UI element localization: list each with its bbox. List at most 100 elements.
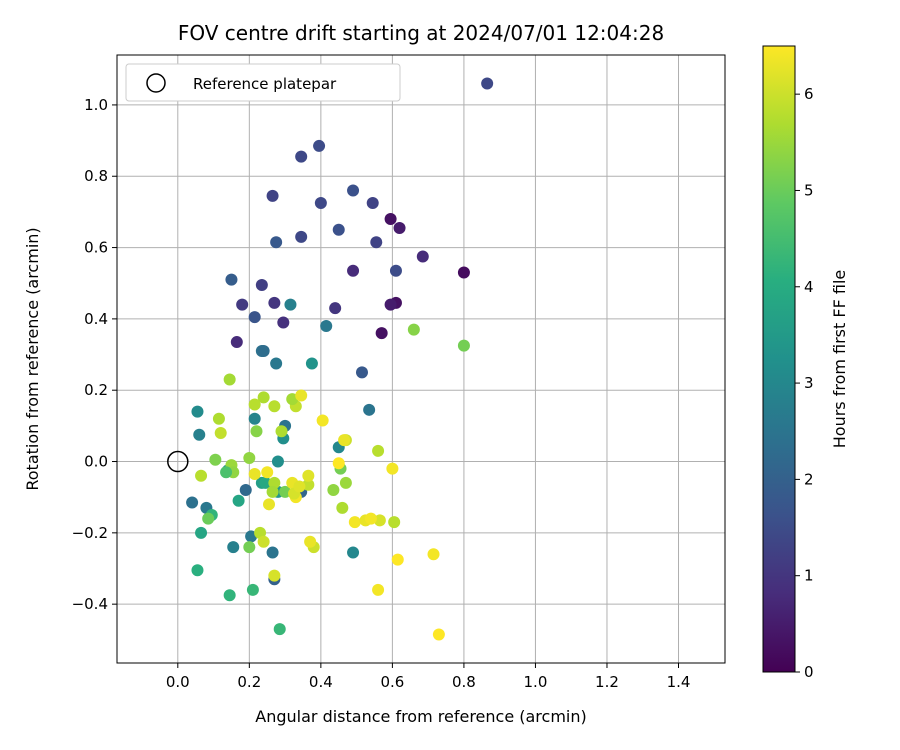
data-point xyxy=(457,266,470,279)
data-point xyxy=(304,535,317,548)
reference-platepar-marker xyxy=(167,450,189,473)
data-point xyxy=(236,298,249,311)
data-point xyxy=(339,476,352,489)
data-point xyxy=(268,569,281,582)
data-point xyxy=(257,344,270,357)
legend-label: Reference platepar xyxy=(193,75,337,93)
data-point xyxy=(373,514,386,527)
data-point xyxy=(364,512,377,525)
y-tick-label: 0.8 xyxy=(84,167,108,185)
x-tick-label: 0.2 xyxy=(237,673,261,691)
data-point xyxy=(481,77,494,90)
data-point xyxy=(372,583,385,596)
data-point xyxy=(388,516,401,529)
data-point xyxy=(348,516,361,529)
data-point xyxy=(191,564,204,577)
data-point xyxy=(384,213,397,226)
colorbar-tick-label: 3 xyxy=(804,374,814,392)
legend-box xyxy=(125,63,401,102)
data-point xyxy=(186,496,199,509)
data-point xyxy=(375,327,388,340)
colorbar-tick-label: 0 xyxy=(804,663,814,681)
data-point xyxy=(255,279,268,292)
data-point xyxy=(366,196,379,209)
data-point xyxy=(416,250,429,263)
data-point xyxy=(293,480,306,493)
data-point xyxy=(302,478,315,491)
data-point xyxy=(391,553,404,566)
data-point xyxy=(275,425,288,438)
colorbar xyxy=(762,45,796,673)
data-point xyxy=(327,484,340,497)
colorbar-tick-label: 5 xyxy=(804,181,814,199)
data-point xyxy=(268,400,281,413)
colorbar-label: Hours from first FF file xyxy=(830,270,849,449)
data-point xyxy=(246,583,259,596)
colorbar-ticks: 0 1 2 3 4 5 6 xyxy=(795,85,814,681)
data-point xyxy=(191,405,204,418)
data-point xyxy=(313,139,326,152)
data-point xyxy=(259,476,272,489)
data-point xyxy=(386,462,399,475)
y-tick-label: 0.0 xyxy=(84,453,108,471)
data-point xyxy=(248,468,261,481)
data-point xyxy=(248,412,261,425)
data-point xyxy=(230,336,243,349)
chart-title: FOV centre drift starting at 2024/07/01 … xyxy=(178,21,664,45)
data-point xyxy=(407,323,420,336)
data-point xyxy=(336,501,349,514)
data-point xyxy=(268,476,281,489)
data-point xyxy=(209,453,222,466)
data-point xyxy=(243,541,256,554)
data-point xyxy=(284,298,297,311)
data-point xyxy=(332,223,345,236)
data-point xyxy=(384,298,397,311)
x-tick-label: 0.8 xyxy=(452,673,476,691)
y-tick-label: 0.2 xyxy=(84,381,108,399)
y-tick-label: 0.4 xyxy=(84,310,108,328)
y-axis-ticks: −0.4 −0.2 0.0 0.2 0.4 0.6 0.8 1.0 xyxy=(72,96,117,613)
data-point xyxy=(225,273,238,286)
data-point xyxy=(432,628,445,641)
legend-marker xyxy=(146,73,166,93)
x-tick-label: 1.0 xyxy=(524,673,548,691)
data-point xyxy=(195,526,208,539)
data-point xyxy=(223,373,236,386)
x-axis-ticks: 0.0 0.2 0.4 0.6 0.8 1.0 1.2 1.4 xyxy=(166,663,691,691)
data-point xyxy=(295,389,308,402)
data-point xyxy=(257,391,270,404)
y-tick-label: −0.4 xyxy=(72,595,108,613)
data-point xyxy=(372,444,385,457)
data-point xyxy=(243,451,256,464)
data-point xyxy=(266,546,279,559)
data-point xyxy=(223,589,236,602)
data-point xyxy=(427,548,440,561)
data-point xyxy=(295,230,308,243)
data-point xyxy=(268,296,281,309)
data-point xyxy=(271,455,284,468)
x-tick-label: 0.0 xyxy=(166,673,190,691)
data-point xyxy=(202,512,215,525)
data-point xyxy=(338,434,351,447)
legend: Reference platepar xyxy=(125,63,401,102)
colorbar-tick-label: 1 xyxy=(804,567,814,585)
data-point xyxy=(320,320,333,333)
data-point xyxy=(214,426,227,439)
data-point xyxy=(250,425,263,438)
data-point xyxy=(316,414,329,427)
y-tick-label: −0.2 xyxy=(72,524,108,542)
data-point xyxy=(347,264,360,277)
x-tick-label: 1.2 xyxy=(595,673,619,691)
x-tick-label: 1.4 xyxy=(667,673,691,691)
data-point xyxy=(266,485,279,498)
data-point xyxy=(302,469,315,482)
data-point xyxy=(193,428,206,441)
x-axis-label: Angular distance from reference (arcmin) xyxy=(255,707,586,726)
data-point xyxy=(332,457,345,470)
data-point xyxy=(266,189,279,202)
grid-lines xyxy=(117,55,725,663)
plot-frame xyxy=(116,54,726,664)
data-point xyxy=(370,236,383,249)
data-point xyxy=(457,339,470,352)
